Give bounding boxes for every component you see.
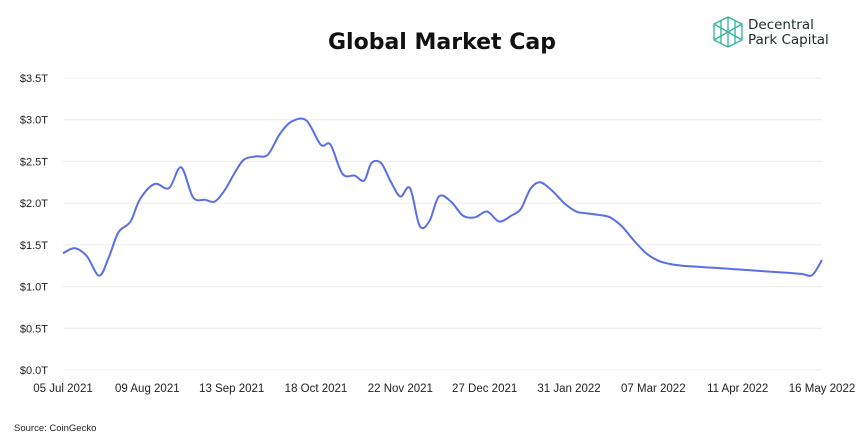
x-tick-label: 05 Jul 2021 (33, 383, 92, 395)
x-tick-label: 09 Aug 2021 (115, 383, 180, 395)
x-tick-label: 11 Apr 2022 (707, 383, 768, 395)
logo: Decentral Park Capital (713, 16, 829, 48)
logo-text-line1: Decentral (748, 17, 814, 33)
series-layer (62, 117, 823, 277)
logo-text-line2: Park Capital (748, 32, 829, 48)
y-tick-label: $2.5T (20, 156, 48, 168)
grid (63, 77, 822, 371)
series-line (62, 117, 823, 277)
x-tick-label: 18 Oct 2021 (285, 383, 348, 395)
y-tick-label: $2.0T (20, 198, 48, 210)
x-tick-label: 07 Mar 2022 (621, 383, 686, 395)
chart-title: Global Market Cap (328, 30, 556, 55)
y-tick-label: $3.0T (20, 115, 48, 127)
x-axis: 05 Jul 2021 09 Aug 2021 13 Sep 2021 18 Oct … (33, 383, 855, 395)
y-tick-label: $1.5T (20, 240, 48, 252)
x-tick-label: 16 May 2022 (789, 383, 856, 395)
x-tick-label: 27 Dec 2021 (452, 383, 517, 395)
source-note: Source: CoinGecko (14, 423, 96, 434)
x-tick-label: 13 Sep 2021 (199, 383, 264, 395)
y-tick-label: $1.0T (20, 282, 48, 294)
y-tick-label: $0.0T (20, 365, 48, 377)
y-tick-label: $3.5T (20, 73, 48, 85)
y-axis: $0.0T $0.5T $1.0T $1.5T $2.0T $2.5T $3.0T $3.5T (20, 73, 48, 377)
x-tick-label: 31 Jan 2022 (537, 383, 600, 395)
x-tick-label: 22 Nov 2021 (368, 383, 433, 395)
y-tick-label: $0.5T (20, 323, 48, 335)
logo-icon (713, 16, 743, 48)
